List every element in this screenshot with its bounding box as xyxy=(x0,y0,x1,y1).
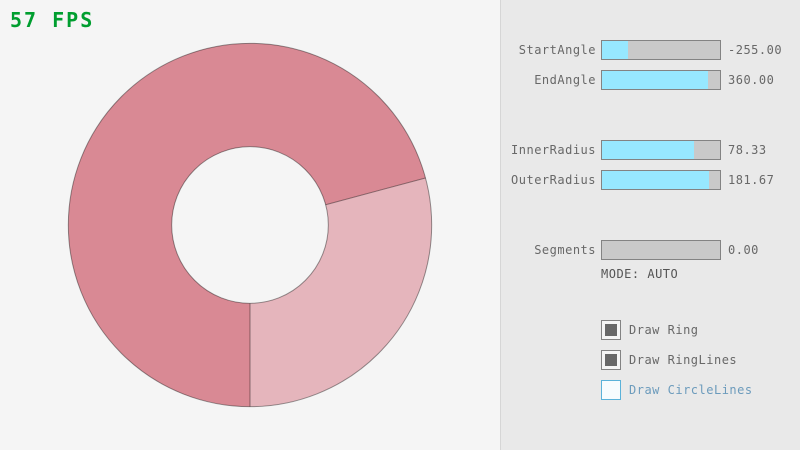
inner-radius-label: InnerRadius xyxy=(511,143,596,157)
draw-ringlines-label: Draw RingLines xyxy=(629,353,738,367)
inner-radius-slider-fill xyxy=(602,141,695,159)
inner-radius-value: 78.33 xyxy=(728,143,767,157)
inner-radius-slider[interactable] xyxy=(601,140,721,160)
mode-label: MODE: AUTO xyxy=(601,267,679,281)
draw-ringlines-checkbox[interactable] xyxy=(601,350,621,370)
outer-radius-slider[interactable] xyxy=(601,170,721,190)
draw-ring-label: Draw Ring xyxy=(629,323,699,337)
settings-panel: StartAngle -255.00 EndAngle 360.00 Inner… xyxy=(500,0,800,450)
checkmark-icon xyxy=(605,354,617,366)
render-canvas: 57 FPS xyxy=(10,8,433,408)
fps-counter: 57 FPS xyxy=(10,8,95,32)
start-angle-label: StartAngle xyxy=(518,43,596,57)
end-angle-label: EndAngle xyxy=(534,73,596,87)
draw-circlelines-label: Draw CircleLines xyxy=(629,383,753,397)
start-angle-slider[interactable] xyxy=(601,40,721,60)
outer-radius-slider-fill xyxy=(602,171,710,189)
end-angle-slider-fill xyxy=(602,71,709,89)
end-angle-slider[interactable] xyxy=(601,70,721,90)
segments-slider[interactable] xyxy=(601,240,721,260)
start-angle-slider-fill xyxy=(602,41,628,59)
end-angle-value: 360.00 xyxy=(728,73,775,87)
outer-radius-label: OuterRadius xyxy=(511,173,596,187)
ring-chart xyxy=(67,42,433,408)
checkmark-icon xyxy=(605,324,617,336)
outer-radius-value: 181.67 xyxy=(728,173,775,187)
draw-circlelines-checkbox[interactable] xyxy=(601,380,621,400)
segments-value: 0.00 xyxy=(728,243,759,257)
start-angle-value: -255.00 xyxy=(728,43,783,57)
segments-label: Segments xyxy=(534,243,596,257)
draw-ring-checkbox[interactable] xyxy=(601,320,621,340)
